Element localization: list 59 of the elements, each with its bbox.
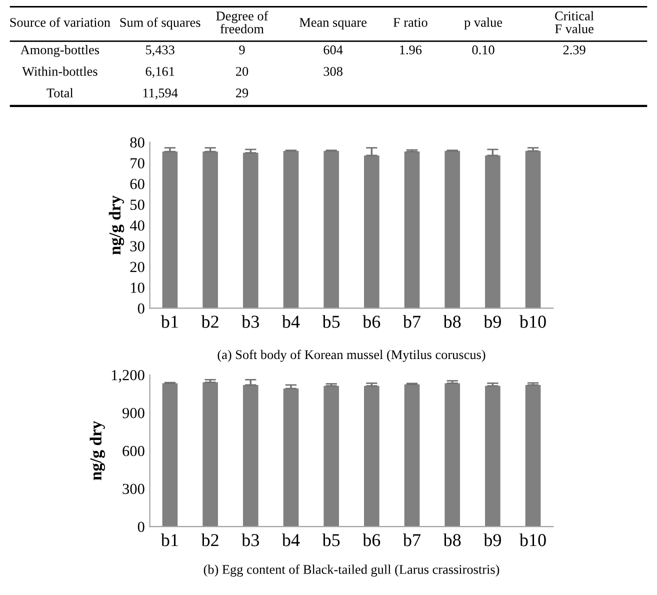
y-tick-label: 50 xyxy=(130,200,144,210)
text: (b) Egg content of Black-tailed gull (Larus crassirostris) xyxy=(204,564,500,577)
text: Within-bottles xyxy=(22,66,98,76)
category-label: Critical F value xyxy=(555,11,594,34)
text: (a) Soft body of Korean mussel (Mytilus coruscus) xyxy=(218,350,486,362)
y-tick-label: 80 xyxy=(130,137,144,148)
x-tick-label: b7 xyxy=(402,534,421,546)
x-tick-label: b6 xyxy=(362,315,380,328)
y-tick-label: 10 xyxy=(131,282,144,293)
x-tick-label: b2 xyxy=(201,534,218,546)
y-tick-label: 900 xyxy=(122,408,144,418)
y-tick-label: 40 xyxy=(130,220,144,231)
text: 5,433 xyxy=(146,45,174,56)
category-label: Mean square xyxy=(300,18,366,30)
x-tick-label: b1 xyxy=(160,315,178,328)
y-tick-label: 0 xyxy=(138,522,144,532)
y-tick-label: 60 xyxy=(130,178,144,190)
text: Among-bottles xyxy=(20,45,100,58)
y-axis-title: ng/g dry xyxy=(108,196,124,255)
text: 2.39 xyxy=(563,45,586,54)
x-tick-label: b8 xyxy=(443,534,461,546)
text: 11,594 xyxy=(143,88,178,100)
x-tick-label: b10 xyxy=(519,534,546,546)
category-label: Source of variation xyxy=(10,17,110,27)
x-tick-label: b3 xyxy=(242,315,259,328)
x-tick-label: b4 xyxy=(282,534,300,546)
text: 0.10 xyxy=(472,45,494,54)
text: 9 xyxy=(239,45,245,54)
text: 29 xyxy=(236,88,248,98)
category-label: p value xyxy=(464,18,502,30)
text: 1.96 xyxy=(400,45,422,54)
x-tick-label: b6 xyxy=(362,534,380,546)
category-label: Sum of squares xyxy=(120,17,200,30)
x-tick-label: b9 xyxy=(484,534,501,546)
x-tick-label: b3 xyxy=(242,534,259,546)
x-tick-label: b4 xyxy=(282,315,300,328)
text: Total xyxy=(46,88,74,98)
y-tick-label: 300 xyxy=(122,484,144,494)
y-tick-label: 30 xyxy=(130,241,144,252)
x-tick-label: b5 xyxy=(322,534,340,546)
text: 20 xyxy=(236,66,248,76)
x-tick-label: b5 xyxy=(322,315,340,328)
category-label: F ratio xyxy=(393,18,428,27)
y-tick-label: 70 xyxy=(130,158,144,168)
x-tick-label: b7 xyxy=(402,315,421,328)
text: 604 xyxy=(324,45,343,54)
y-axis-title: ng/g dry xyxy=(90,421,106,480)
x-tick-label: b1 xyxy=(160,534,178,546)
text: 308 xyxy=(324,66,342,76)
text: 6,161 xyxy=(146,67,174,78)
x-tick-label: b2 xyxy=(201,315,218,328)
category-label: Degree of freedom xyxy=(216,11,268,34)
x-tick-label: b9 xyxy=(484,315,501,328)
x-tick-label: b10 xyxy=(519,315,546,328)
y-tick-label: 20 xyxy=(130,262,144,272)
y-tick-label: 0 xyxy=(138,303,144,314)
y-tick-label: 1,200 xyxy=(112,370,144,382)
y-tick-label: 600 xyxy=(122,446,144,456)
x-tick-label: b8 xyxy=(443,315,461,328)
